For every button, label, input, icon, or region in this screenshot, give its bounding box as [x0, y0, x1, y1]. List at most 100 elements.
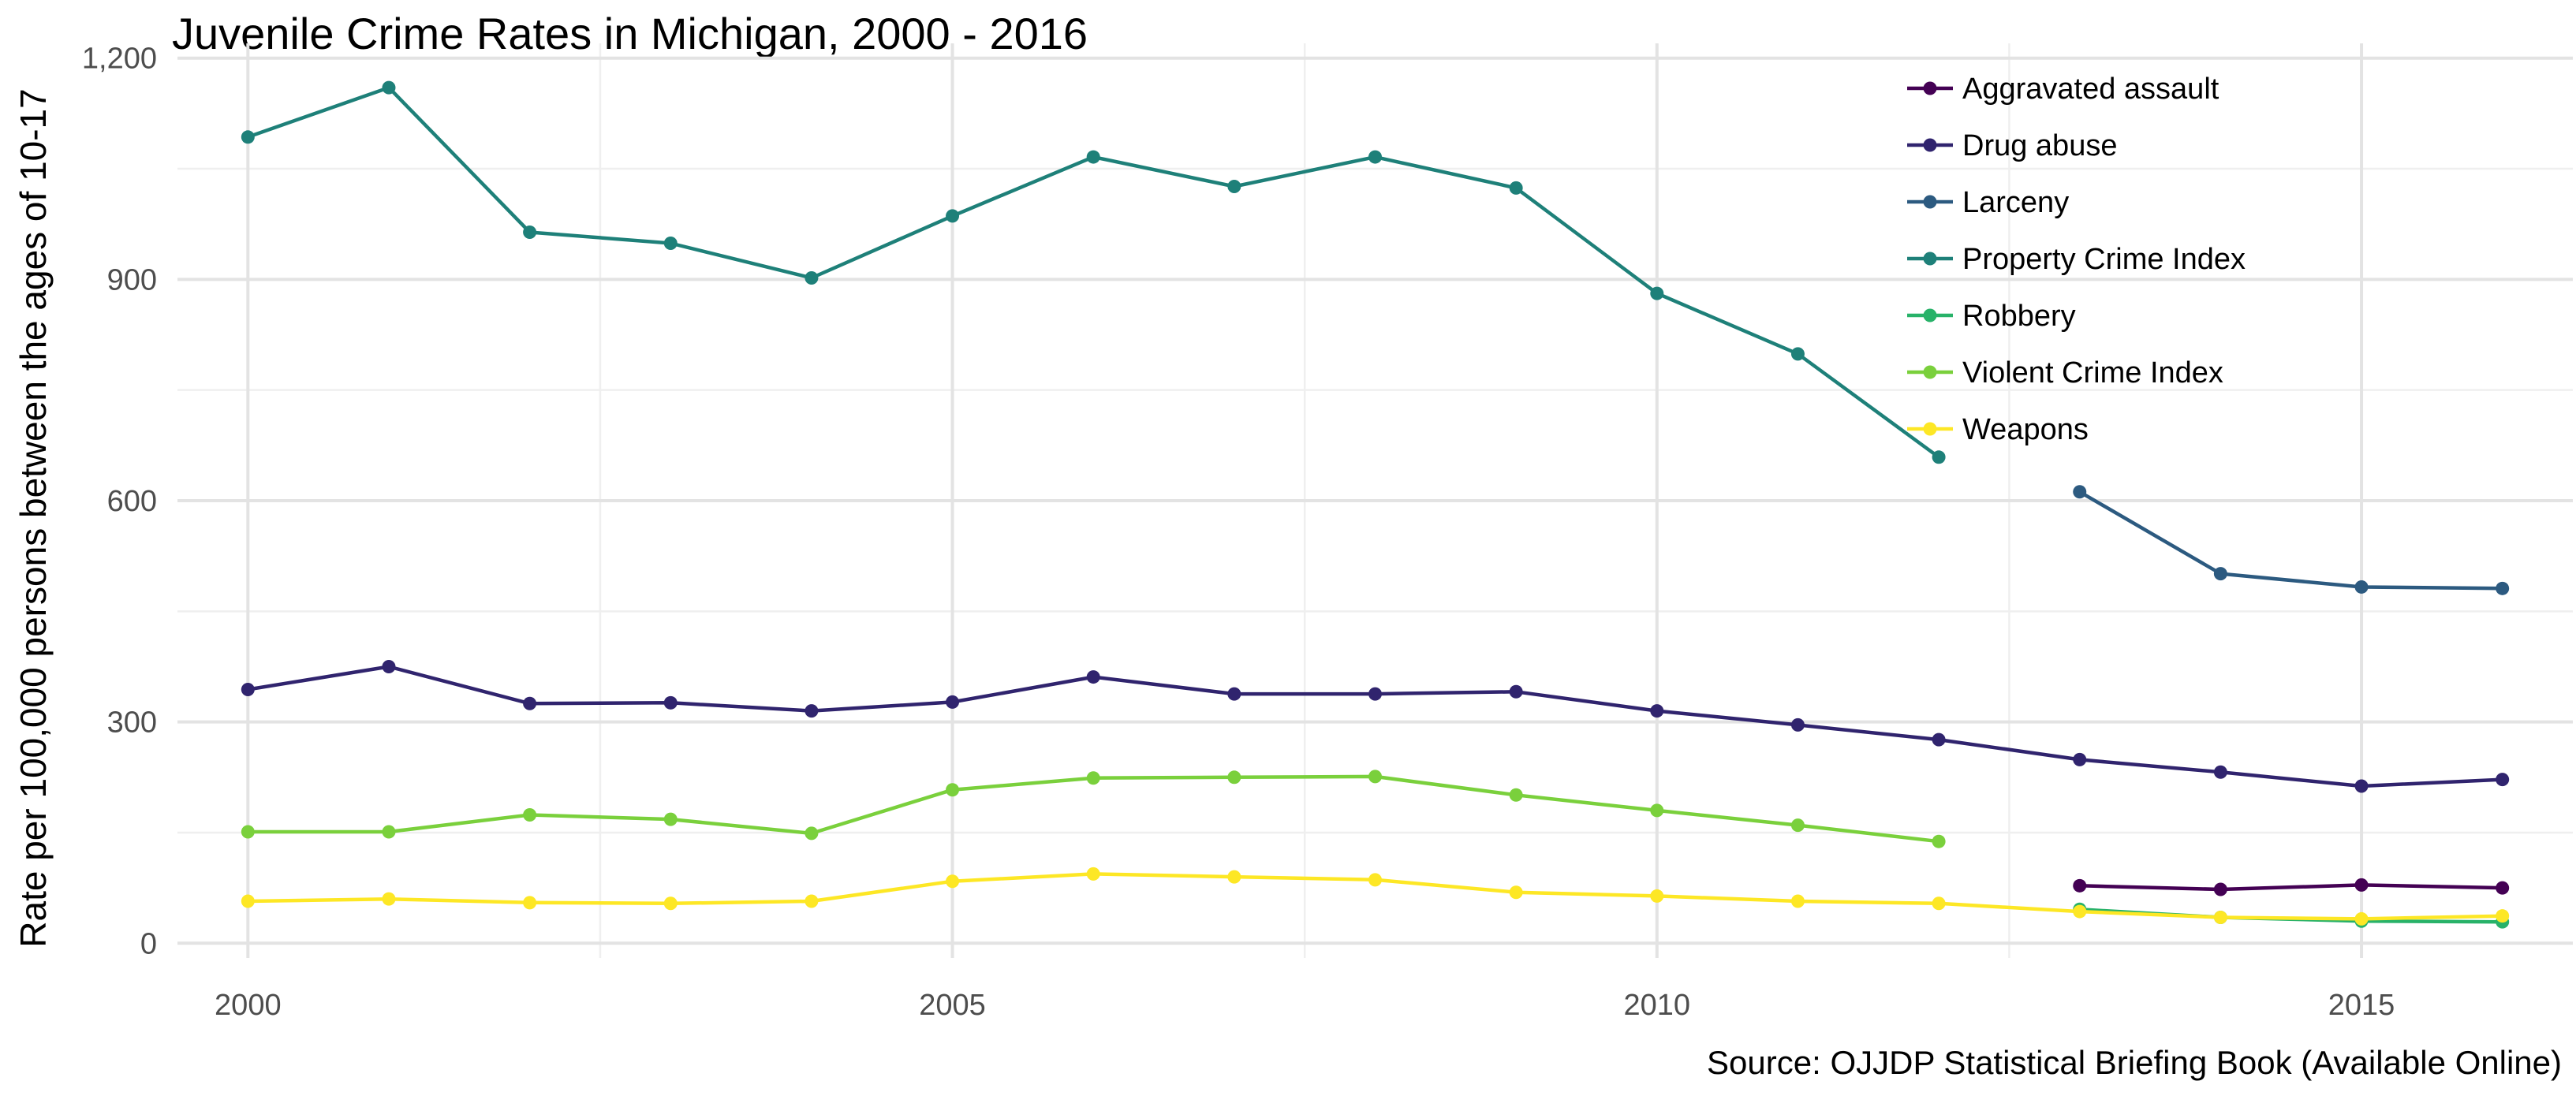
legend-item: Robbery [1907, 300, 2076, 333]
data-point-drug-abuse [1650, 704, 1664, 718]
data-point-weapons [382, 892, 396, 906]
data-point-weapons [1227, 870, 1241, 884]
data-point-drug-abuse [2354, 779, 2369, 793]
series-line-drug-abuse [247, 665, 2503, 788]
data-point-drug-abuse [2213, 765, 2227, 779]
legend: Aggravated assault Drug abuse Larceny Prope… [1907, 73, 2246, 446]
legend-item: Larceny [1907, 186, 2069, 219]
data-point-violent-crime-index [241, 825, 255, 839]
data-point-drug-abuse [1086, 670, 1100, 684]
data-point-violent-crime-index [663, 812, 678, 826]
data-point-weapons [2213, 911, 2227, 925]
chart-title: Juvenile Crime Rates in Michigan, 2000 -… [172, 9, 1088, 58]
legend-label: Weapons [1962, 413, 2089, 446]
data-point-property-crime-index [382, 80, 396, 95]
legend-item: Weapons [1907, 413, 2089, 446]
series-line-larceny [2078, 490, 2503, 591]
data-point-violent-crime-index [1509, 788, 1523, 802]
legend-key-point [1923, 81, 1937, 95]
data-point-drug-abuse [1509, 684, 1523, 699]
data-point-weapons [241, 894, 255, 908]
legend-item: Aggravated assault [1907, 73, 2219, 106]
data-point-property-crime-index [241, 130, 255, 144]
legend-key-point [1923, 422, 1937, 436]
data-point-drug-abuse [2496, 773, 2510, 787]
data-point-aggravated-assault [2354, 878, 2369, 892]
grid [177, 43, 2573, 958]
data-point-property-crime-index [1509, 181, 1523, 195]
y-tick-label: 0 [140, 927, 157, 960]
series-line-aggravated-assault [2079, 883, 2503, 892]
data-point-violent-crime-index [1650, 803, 1664, 818]
series-line-property-crime-index [247, 85, 1940, 459]
data-point-property-crime-index [1368, 150, 1382, 164]
y-tick-label: 300 [107, 706, 157, 740]
data-point-drug-abuse [1227, 687, 1241, 701]
data-point-weapons [2073, 904, 2087, 919]
data-point-aggravated-assault [2213, 882, 2227, 896]
data-point-violent-crime-index [1227, 770, 1241, 785]
data-point-property-crime-index [1790, 347, 1805, 361]
axes: 0 300 600 900 1,200 2000 2005 2010 2015 [82, 43, 2395, 1022]
data-point-drug-abuse [523, 696, 537, 710]
legend-label: Drug abuse [1962, 129, 2117, 162]
data-point-drug-abuse [1932, 732, 1946, 747]
data-point-weapons [663, 896, 678, 911]
legend-key-point [1923, 138, 1937, 152]
x-tick-label: 2000 [215, 989, 282, 1022]
x-tick-label: 2005 [919, 989, 986, 1022]
legend-key-point [1923, 365, 1937, 379]
data-point-weapons [1086, 867, 1100, 881]
data-point-property-crime-index [1227, 179, 1241, 193]
data-point-violent-crime-index [382, 825, 396, 839]
data-point-weapons [2354, 911, 2369, 926]
data-point-property-crime-index [1650, 286, 1664, 300]
data-point-weapons [946, 874, 960, 889]
legend-label: Robbery [1962, 300, 2076, 333]
data-point-weapons [2496, 909, 2510, 923]
legend-item: Drug abuse [1907, 129, 2117, 162]
series-layer [241, 80, 2510, 929]
data-point-property-crime-index [805, 270, 819, 285]
chart-caption: Source: OJJDP Statistical Briefing Book … [1707, 1044, 2562, 1081]
x-tick-label: 2015 [2328, 989, 2395, 1022]
series-property-crime-index [241, 80, 1946, 464]
data-point-drug-abuse [2073, 752, 2087, 766]
data-point-drug-abuse [805, 704, 819, 718]
y-tick-label: 900 [107, 263, 157, 296]
data-point-larceny [2213, 567, 2227, 581]
series-larceny [2073, 485, 2510, 595]
legend-label: Aggravated assault [1962, 73, 2219, 106]
data-point-violent-crime-index [523, 808, 537, 822]
data-point-drug-abuse [241, 682, 255, 696]
data-point-violent-crime-index [1932, 834, 1946, 848]
legend-label: Violent Crime Index [1962, 356, 2223, 390]
data-point-larceny [2354, 580, 2369, 594]
data-point-larceny [2496, 581, 2510, 595]
series-weapons [241, 867, 2510, 926]
data-point-weapons [1650, 889, 1664, 903]
data-point-drug-abuse [1790, 718, 1805, 732]
x-tick-label: 2010 [1624, 989, 1691, 1022]
data-point-weapons [1368, 873, 1382, 887]
data-point-weapons [1790, 894, 1805, 908]
series-aggravated-assault [2073, 878, 2510, 896]
data-point-weapons [805, 894, 819, 908]
series-violent-crime-index [241, 770, 1946, 848]
data-point-property-crime-index [523, 225, 537, 239]
y-axis-label: Rate per 100,000 persons between the age… [13, 88, 54, 947]
data-point-property-crime-index [663, 237, 678, 251]
y-tick-label: 600 [107, 485, 157, 518]
data-point-drug-abuse [382, 659, 396, 673]
legend-key-point [1923, 252, 1937, 266]
data-point-violent-crime-index [1086, 771, 1100, 785]
y-tick-label: 1,200 [82, 43, 157, 76]
data-point-violent-crime-index [946, 783, 960, 797]
data-point-larceny [2073, 485, 2087, 499]
legend-item: Violent Crime Index [1907, 356, 2223, 390]
data-point-drug-abuse [946, 695, 960, 709]
data-point-aggravated-assault [2496, 881, 2510, 895]
legend-item: Property Crime Index [1907, 243, 2246, 276]
data-point-drug-abuse [1368, 687, 1382, 701]
data-point-drug-abuse [663, 695, 678, 710]
